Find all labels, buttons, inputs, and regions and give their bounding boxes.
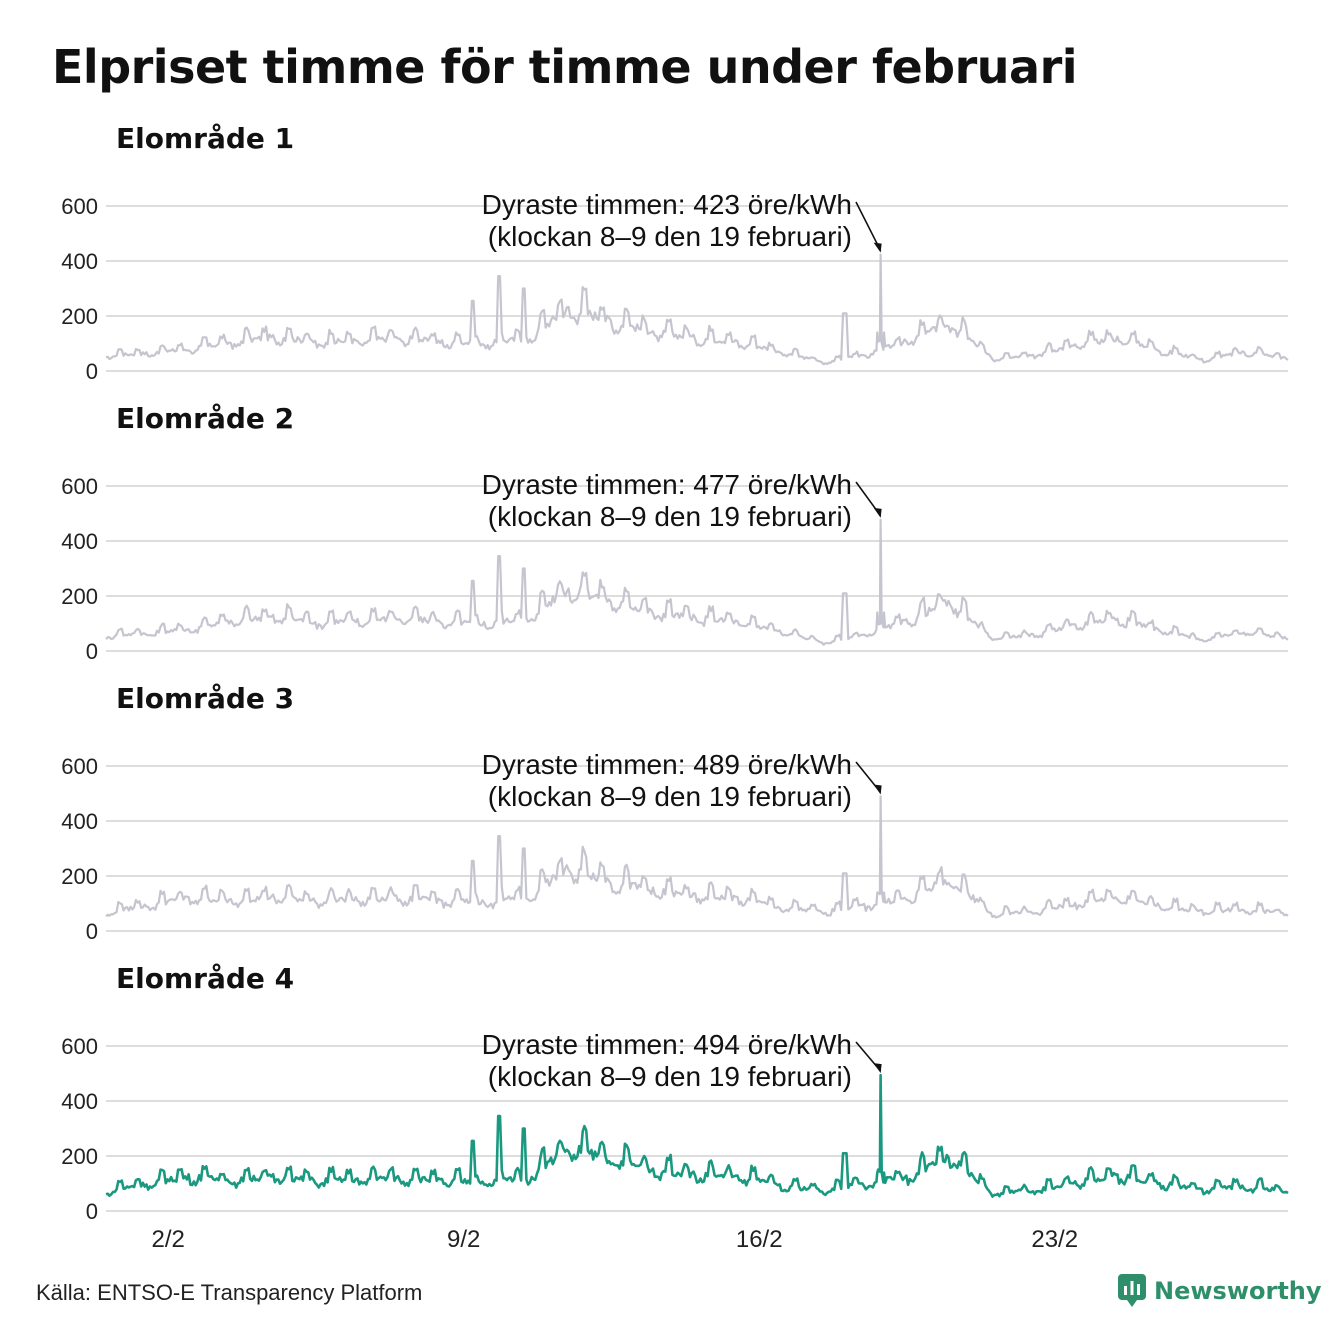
brand-name: Newsworthy <box>1154 1277 1322 1305</box>
y-tick-label: 400 <box>61 529 98 554</box>
y-tick-label: 200 <box>61 304 98 329</box>
x-tick-label: 2/2 <box>152 1226 185 1253</box>
source-note: Källa: ENTSO-E Transparency Platform <box>36 1280 423 1305</box>
x-tick-label: 16/2 <box>736 1226 783 1253</box>
y-tick-label: 600 <box>61 194 98 219</box>
x-tick-label: 9/2 <box>447 1226 480 1253</box>
series-line <box>105 518 1289 646</box>
series-line <box>105 795 1289 919</box>
annotation-arrow <box>855 201 882 252</box>
series-line <box>105 253 1289 366</box>
y-tick-label: 200 <box>61 584 98 609</box>
newsworthy-logo-icon <box>1118 1274 1146 1307</box>
y-tick-label: 0 <box>86 359 98 384</box>
series-line <box>105 1073 1289 1198</box>
panel-title: Elområde 2 <box>116 402 294 435</box>
y-tick-label: 600 <box>61 754 98 779</box>
y-tick-label: 0 <box>86 1199 98 1224</box>
y-tick-label: 400 <box>61 249 98 274</box>
annotation-arrowhead <box>873 507 882 518</box>
panel-title: Elområde 3 <box>116 682 294 715</box>
annotation-line1: Dyraste timmen: 477 öre/kWh <box>482 469 852 500</box>
annotation-line2: (klockan 8–9 den 19 februari) <box>488 501 852 532</box>
y-tick-label: 400 <box>61 809 98 834</box>
y-tick-label: 200 <box>61 864 98 889</box>
chart-title: Elpriset timme för timme under februari <box>52 40 1078 94</box>
annotation-arrowhead <box>873 242 882 253</box>
panel-title: Elområde 4 <box>116 962 294 995</box>
annotation-line1: Dyraste timmen: 494 öre/kWh <box>482 1029 852 1060</box>
x-tick-label: 23/2 <box>1031 1226 1078 1253</box>
panel-title: Elområde 1 <box>116 122 294 155</box>
y-tick-label: 0 <box>86 919 98 944</box>
y-tick-label: 400 <box>61 1089 98 1114</box>
annotation-arrowhead <box>873 1063 882 1074</box>
annotation-line1: Dyraste timmen: 423 öre/kWh <box>482 189 852 220</box>
annotation-line2: (klockan 8–9 den 19 februari) <box>488 221 852 252</box>
annotation-line2: (klockan 8–9 den 19 februari) <box>488 1061 852 1092</box>
annotation-arrowhead <box>873 784 882 795</box>
y-tick-label: 600 <box>61 474 98 499</box>
y-tick-label: 600 <box>61 1034 98 1059</box>
y-tick-label: 0 <box>86 639 98 664</box>
annotation-line1: Dyraste timmen: 489 öre/kWh <box>482 749 852 780</box>
brand-logo: Newsworthy <box>1118 1274 1322 1308</box>
annotation-line2: (klockan 8–9 den 19 februari) <box>488 781 852 812</box>
y-tick-label: 200 <box>61 1144 98 1169</box>
